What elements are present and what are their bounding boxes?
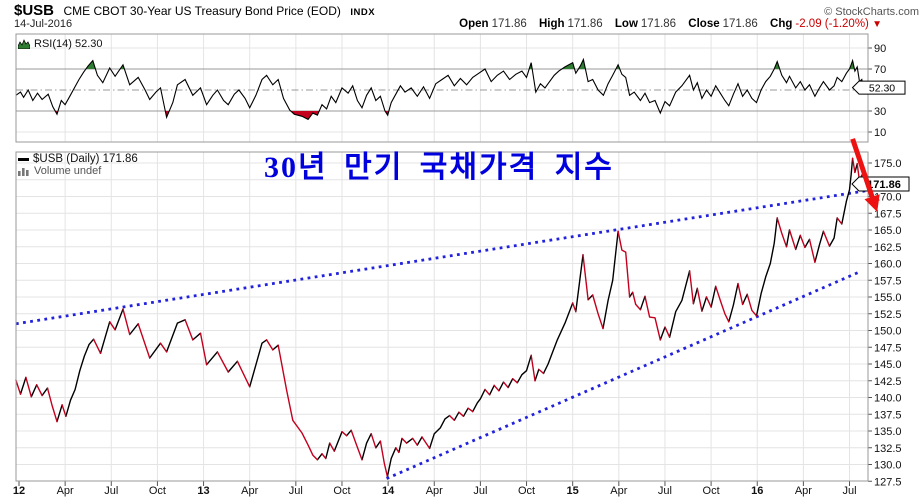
header-row-1: $USB CME CBOT 30-Year US Treasury Bond P… (14, 2, 919, 20)
price-axis-label: 145.0 (874, 359, 902, 371)
price-line-down (15, 157, 865, 478)
volume-bars-icon (18, 167, 29, 176)
down-arrow-head (864, 194, 880, 212)
exchange-label: INDX (350, 7, 376, 18)
price-legend: $USB (Daily) 171.86 (18, 153, 138, 165)
ohlc-quote-row: Open 171.86 High 171.86 Low 171.86 Close 171… (459, 18, 882, 30)
arrow-shaft (850, 138, 876, 202)
ticker-symbol: $USB (14, 2, 55, 19)
x-axis-label: Apr (57, 485, 74, 497)
open-label: Open (459, 18, 489, 30)
price-axis-label: 130.0 (874, 460, 902, 472)
price-axis-label: 150.0 (874, 326, 902, 338)
instrument-description: CME CBOT 30-Year US Treasury Bond Price … (63, 4, 341, 18)
x-axis-label: 15 (567, 485, 579, 497)
rsi-value-badge-text: 52.30 (869, 83, 895, 95)
chart-date: 14-Jul-2016 (14, 18, 73, 30)
price-axis-label: 155.0 (874, 292, 902, 304)
x-axis-label: Jul (473, 485, 487, 497)
x-axis-label: Apr (241, 485, 258, 497)
close-value: 171.86 (722, 18, 758, 30)
x-axis-label: Oct (703, 485, 720, 497)
chg-value: -2.09 (-1.20%) (795, 18, 869, 30)
down-triangle-icon: ▼ (872, 19, 882, 30)
title-block: $USB CME CBOT 30-Year US Treasury Bond P… (14, 2, 375, 20)
x-axis-label: 12 (13, 485, 25, 497)
price-legend-label: $USB (Daily) 171.86 (33, 153, 138, 165)
upper-channel-trendline (15, 189, 869, 326)
price-axis-label: 132.5 (874, 443, 902, 455)
x-axis-label: Apr (426, 485, 443, 497)
x-axis-label: Oct (518, 485, 535, 497)
price-axis-label: 152.5 (874, 309, 902, 321)
x-axis-label: Apr (610, 485, 627, 497)
price-value-badge-text: 171.86 (867, 179, 901, 191)
price-line-up (19, 157, 863, 478)
price-axis-label: 127.5 (874, 476, 902, 488)
rsi-axis-label: 10 (874, 127, 886, 139)
x-axis-label: 14 (382, 485, 395, 497)
volume-legend: Volume undef (18, 165, 101, 177)
price-axis-label: 167.5 (874, 208, 902, 220)
price-axis-label: 140.0 (874, 393, 902, 405)
volume-legend-label: Volume undef (34, 165, 102, 177)
area-chart-icon (18, 39, 30, 49)
copyright-notice: © StockCharts.com (824, 6, 919, 18)
rsi-legend: RSI(14) 52.30 (18, 38, 102, 50)
line-style-icon (18, 157, 29, 161)
price-axis-label: 137.5 (874, 409, 902, 421)
rsi-legend-label: RSI(14) 52.30 (34, 38, 103, 50)
price-axis-label: 157.5 (874, 275, 902, 287)
high-label: High (538, 18, 565, 30)
x-axis-label: Jul (104, 485, 118, 497)
open-value: 171.86 (491, 18, 527, 30)
rsi-overbought-fill (85, 59, 858, 69)
x-axis-label: Oct (149, 485, 166, 497)
price-axis-label: 175.0 (874, 158, 902, 170)
korean-annotation-text: 30년 만기 국채가격 지수 (264, 151, 614, 184)
price-axis-label: 165.0 (874, 225, 902, 237)
chg-label: Chg (770, 18, 793, 30)
price-axis-label: 160.0 (874, 259, 902, 271)
price-panel-border (15, 151, 869, 482)
price-axis-label: 147.5 (874, 342, 902, 354)
rsi-axis-label: 70 (874, 64, 886, 76)
x-axis-label: Jul (289, 485, 303, 497)
price-axis-label: 135.0 (874, 426, 902, 438)
low-value: 171.86 (640, 18, 677, 30)
rsi-line (15, 57, 864, 121)
price-axis-label: 170.0 (874, 192, 902, 204)
price-axis-label: 162.5 (874, 242, 902, 254)
rsi-oversold-fill (55, 111, 662, 120)
rsi-axis-label: 30 (874, 106, 886, 118)
x-axis-label: Jul (842, 485, 856, 497)
x-axis-label: 13 (197, 485, 209, 497)
rsi-value-badge-box (851, 80, 906, 95)
x-axis-label: 16 (751, 485, 763, 497)
header-row-2: 14-Jul-2016 Open 171.86 High 171.86 Low 171… (14, 18, 882, 30)
x-axis-label: Oct (333, 485, 350, 497)
x-axis-label: Apr (795, 485, 812, 497)
close-label: Close (688, 18, 720, 30)
low-label: Low (614, 18, 638, 30)
price-axis-label: 142.5 (874, 376, 902, 388)
high-value: 171.86 (567, 18, 603, 30)
rsi-axis-label: 90 (874, 43, 886, 55)
x-axis-label: Jul (658, 485, 672, 497)
